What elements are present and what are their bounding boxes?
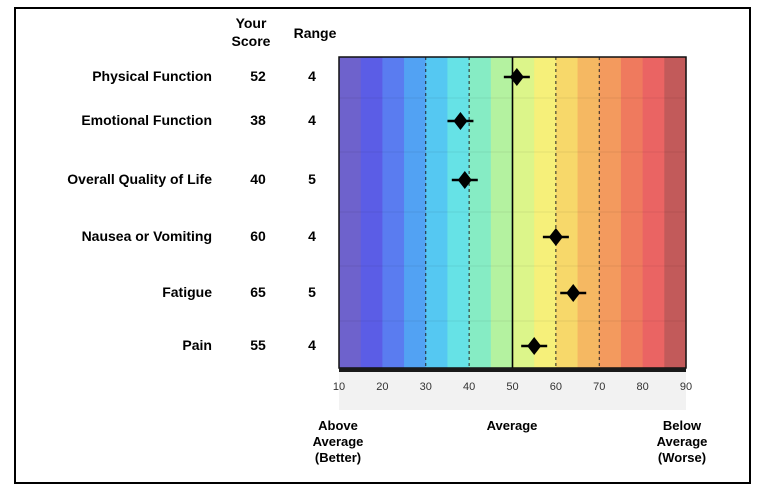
data-point	[453, 112, 468, 130]
row-score: 60	[250, 228, 266, 244]
data-point	[509, 68, 524, 86]
score-header-line2: Score	[231, 33, 271, 49]
x-tick-label: 60	[549, 381, 562, 393]
x-tick-label: 20	[376, 381, 389, 393]
x-tick-label: 70	[593, 381, 606, 393]
row-score: 52	[250, 68, 266, 84]
row-score: 65	[250, 284, 266, 300]
above-average-line2: Average	[312, 434, 364, 449]
color-band	[425, 57, 449, 368]
above-average-line3: (Better)	[314, 450, 362, 465]
row-range: 4	[308, 228, 316, 244]
color-band	[404, 57, 427, 368]
x-tick-label: 10	[332, 381, 346, 393]
x-tick-label: 50	[506, 381, 519, 393]
color-band	[490, 57, 514, 368]
color-band	[512, 57, 535, 368]
range-column-header: Range	[293, 25, 337, 41]
below-average-line1: Below	[662, 418, 702, 433]
below-average-line3: (Worse)	[657, 450, 707, 465]
x-tick-label: 40	[463, 381, 476, 393]
score-header-line1: Your	[235, 15, 267, 31]
data-point	[566, 284, 581, 302]
color-band	[642, 57, 665, 368]
row-range: 5	[308, 171, 316, 187]
color-band	[664, 57, 687, 368]
row-label: Fatigue	[162, 284, 212, 300]
data-point	[548, 228, 563, 246]
row-label: Physical Function	[92, 68, 212, 84]
color-band	[469, 57, 492, 368]
color-band	[339, 57, 362, 368]
row-label: Emotional Function	[81, 112, 212, 128]
row-range: 5	[308, 284, 316, 300]
x-tick-label: 30	[419, 381, 432, 393]
color-band	[360, 57, 383, 368]
x-tick-label: 90	[679, 381, 693, 393]
color-band	[599, 57, 622, 368]
data-point	[527, 337, 542, 355]
row-range: 4	[308, 68, 316, 84]
row-range: 4	[308, 112, 316, 128]
color-band	[534, 57, 557, 368]
row-label: Pain	[182, 337, 212, 353]
above-average-line1: Above	[318, 418, 358, 433]
row-range: 4	[308, 337, 316, 353]
color-band	[577, 57, 600, 368]
below-average-line2: Average	[656, 434, 708, 449]
row-score: 38	[250, 112, 266, 128]
row-score: 55	[250, 337, 266, 353]
color-band	[447, 57, 470, 368]
x-axis-bar	[339, 368, 686, 372]
row-label: Overall Quality of Life	[67, 171, 212, 187]
tick-strip	[339, 372, 686, 410]
color-band	[620, 57, 644, 368]
color-band	[382, 57, 405, 368]
average-label: Average	[486, 418, 538, 433]
below-average-label: Below Average (Worse)	[642, 418, 722, 466]
above-average-label: Above Average (Better)	[298, 418, 378, 466]
x-tick-label: 80	[636, 381, 649, 393]
row-label: Nausea or Vomiting	[81, 228, 212, 244]
data-point	[457, 171, 472, 189]
row-score: 40	[250, 171, 266, 187]
score-column-header: Your Score	[228, 14, 274, 50]
